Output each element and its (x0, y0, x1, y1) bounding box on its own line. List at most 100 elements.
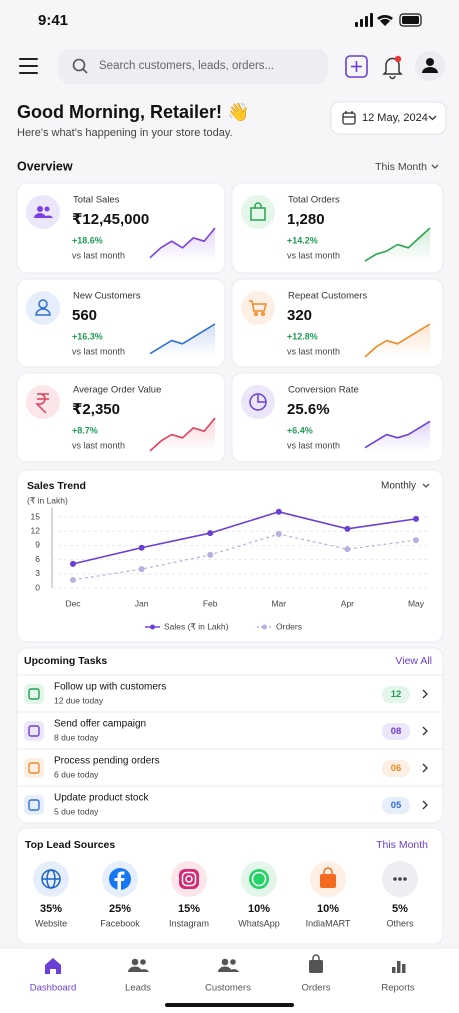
nav-icon (312, 954, 320, 960)
task-due: 12 due today (54, 695, 104, 705)
source-percent: 25% (109, 903, 131, 915)
data-point (344, 525, 351, 532)
section-title: Top Lead Sources (25, 839, 115, 851)
icon-bg (26, 195, 60, 229)
y-tick-label: 0 (35, 582, 40, 592)
greeting-title: Good Morning, Retailer! 👋 (17, 102, 249, 123)
card-icon (250, 202, 266, 221)
card-change: +6.4% (287, 425, 313, 435)
card-value: 560 (72, 307, 97, 324)
period-select[interactable]: This Month (375, 161, 427, 173)
period-select[interactable]: This Month (376, 839, 428, 851)
icon-part (181, 871, 197, 887)
card-icon (249, 393, 267, 411)
task-icon-glyph (28, 725, 40, 737)
card-note: vs last month (72, 440, 125, 450)
sparkline (364, 420, 431, 449)
icon-part (257, 394, 266, 403)
x-tick-label: Feb (203, 598, 218, 608)
y-tick-label: 6 (35, 554, 40, 564)
icon-part (35, 308, 51, 316)
sparkline (149, 227, 216, 259)
task-icon (24, 684, 44, 704)
nav-label: Dashboard (30, 983, 76, 994)
icon-part (251, 871, 267, 887)
tasks-card (16, 647, 444, 824)
card-label: Average Order Value (73, 385, 161, 396)
chevron-right (422, 763, 428, 773)
chevron-down (431, 164, 439, 169)
source-percent: 10% (248, 903, 270, 915)
icon-bg (241, 291, 275, 325)
sales-trend-card (16, 469, 444, 643)
bottom-nav (0, 948, 459, 1013)
nav-icon (45, 958, 61, 974)
card-change: +12.8% (287, 331, 318, 341)
data-point (70, 560, 76, 567)
profile-button[interactable] (415, 51, 445, 81)
card-label: Conversion Rate (288, 385, 359, 396)
source-name: Website (35, 918, 67, 928)
search-placeholder: Search customers, leads, orders... (99, 60, 274, 72)
source-name: IndiaMART (306, 918, 351, 928)
task-badge (382, 723, 410, 740)
notification-button[interactable] (382, 55, 403, 80)
dot (398, 877, 402, 881)
card-note: vs last month (287, 250, 340, 260)
add-button[interactable] (345, 55, 368, 78)
menu-button[interactable] (19, 58, 38, 74)
data-point (275, 531, 282, 538)
calendar-icon (342, 111, 356, 125)
task-icon-glyph (28, 688, 40, 700)
lead-sources-card (16, 827, 444, 945)
card-note: vs last month (287, 346, 340, 356)
section-title: Upcoming Tasks (24, 655, 107, 667)
date-picker[interactable] (330, 101, 447, 135)
task-title: Send offer campaign (54, 719, 146, 730)
search-box[interactable] (58, 49, 328, 84)
nav-icon (230, 959, 236, 965)
card-value: ₹2,350 (72, 401, 120, 418)
nav-icon (131, 958, 139, 966)
card-label: Repeat Customers (288, 291, 367, 302)
x-tick-label: Mar (271, 598, 286, 608)
task-due: 6 due today (54, 769, 99, 779)
icon-part (249, 300, 267, 312)
card-change: +16.3% (72, 331, 103, 341)
date-label: 12 May, 2024 (362, 112, 428, 124)
card-value: 25.6% (287, 401, 330, 418)
nav-label: Reports (381, 983, 415, 994)
task-due: 5 due today (54, 806, 99, 816)
x-tick-label: Jan (135, 598, 149, 608)
card-value: 1,280 (287, 211, 325, 228)
sparkline (149, 417, 216, 452)
period-select[interactable]: Monthly (381, 481, 416, 492)
source-percent: 5% (392, 903, 408, 915)
data-point (413, 537, 419, 544)
task-icon (24, 795, 44, 815)
source-name: Facebook (100, 918, 140, 928)
status-time: 9:41 (38, 12, 68, 29)
icon-bg (26, 385, 60, 419)
nav-icon (218, 966, 239, 972)
chart-title: Sales Trend (27, 480, 86, 492)
x-tick-label: May (408, 598, 425, 608)
data-point (207, 551, 214, 558)
legend-label: Sales (₹ in Lakh) (164, 621, 229, 631)
card-icon (35, 299, 51, 316)
indiamart-icon (320, 874, 336, 888)
legend-swatch (150, 624, 155, 630)
nav-icon (140, 959, 146, 965)
task-title: Update product stock (54, 793, 149, 804)
sparkline (149, 323, 216, 355)
nav-label: Leads (125, 983, 151, 994)
task-count: 08 (391, 726, 402, 737)
icon-part (44, 206, 50, 212)
nav-label: Orders (301, 983, 330, 994)
view-all-link[interactable]: View All (395, 655, 432, 667)
source-percent: 35% (40, 903, 62, 915)
home-indicator (165, 1003, 294, 1007)
facebook-glyph (114, 871, 125, 890)
greeting-subtitle: Here's what's happening in your store to… (17, 127, 233, 139)
